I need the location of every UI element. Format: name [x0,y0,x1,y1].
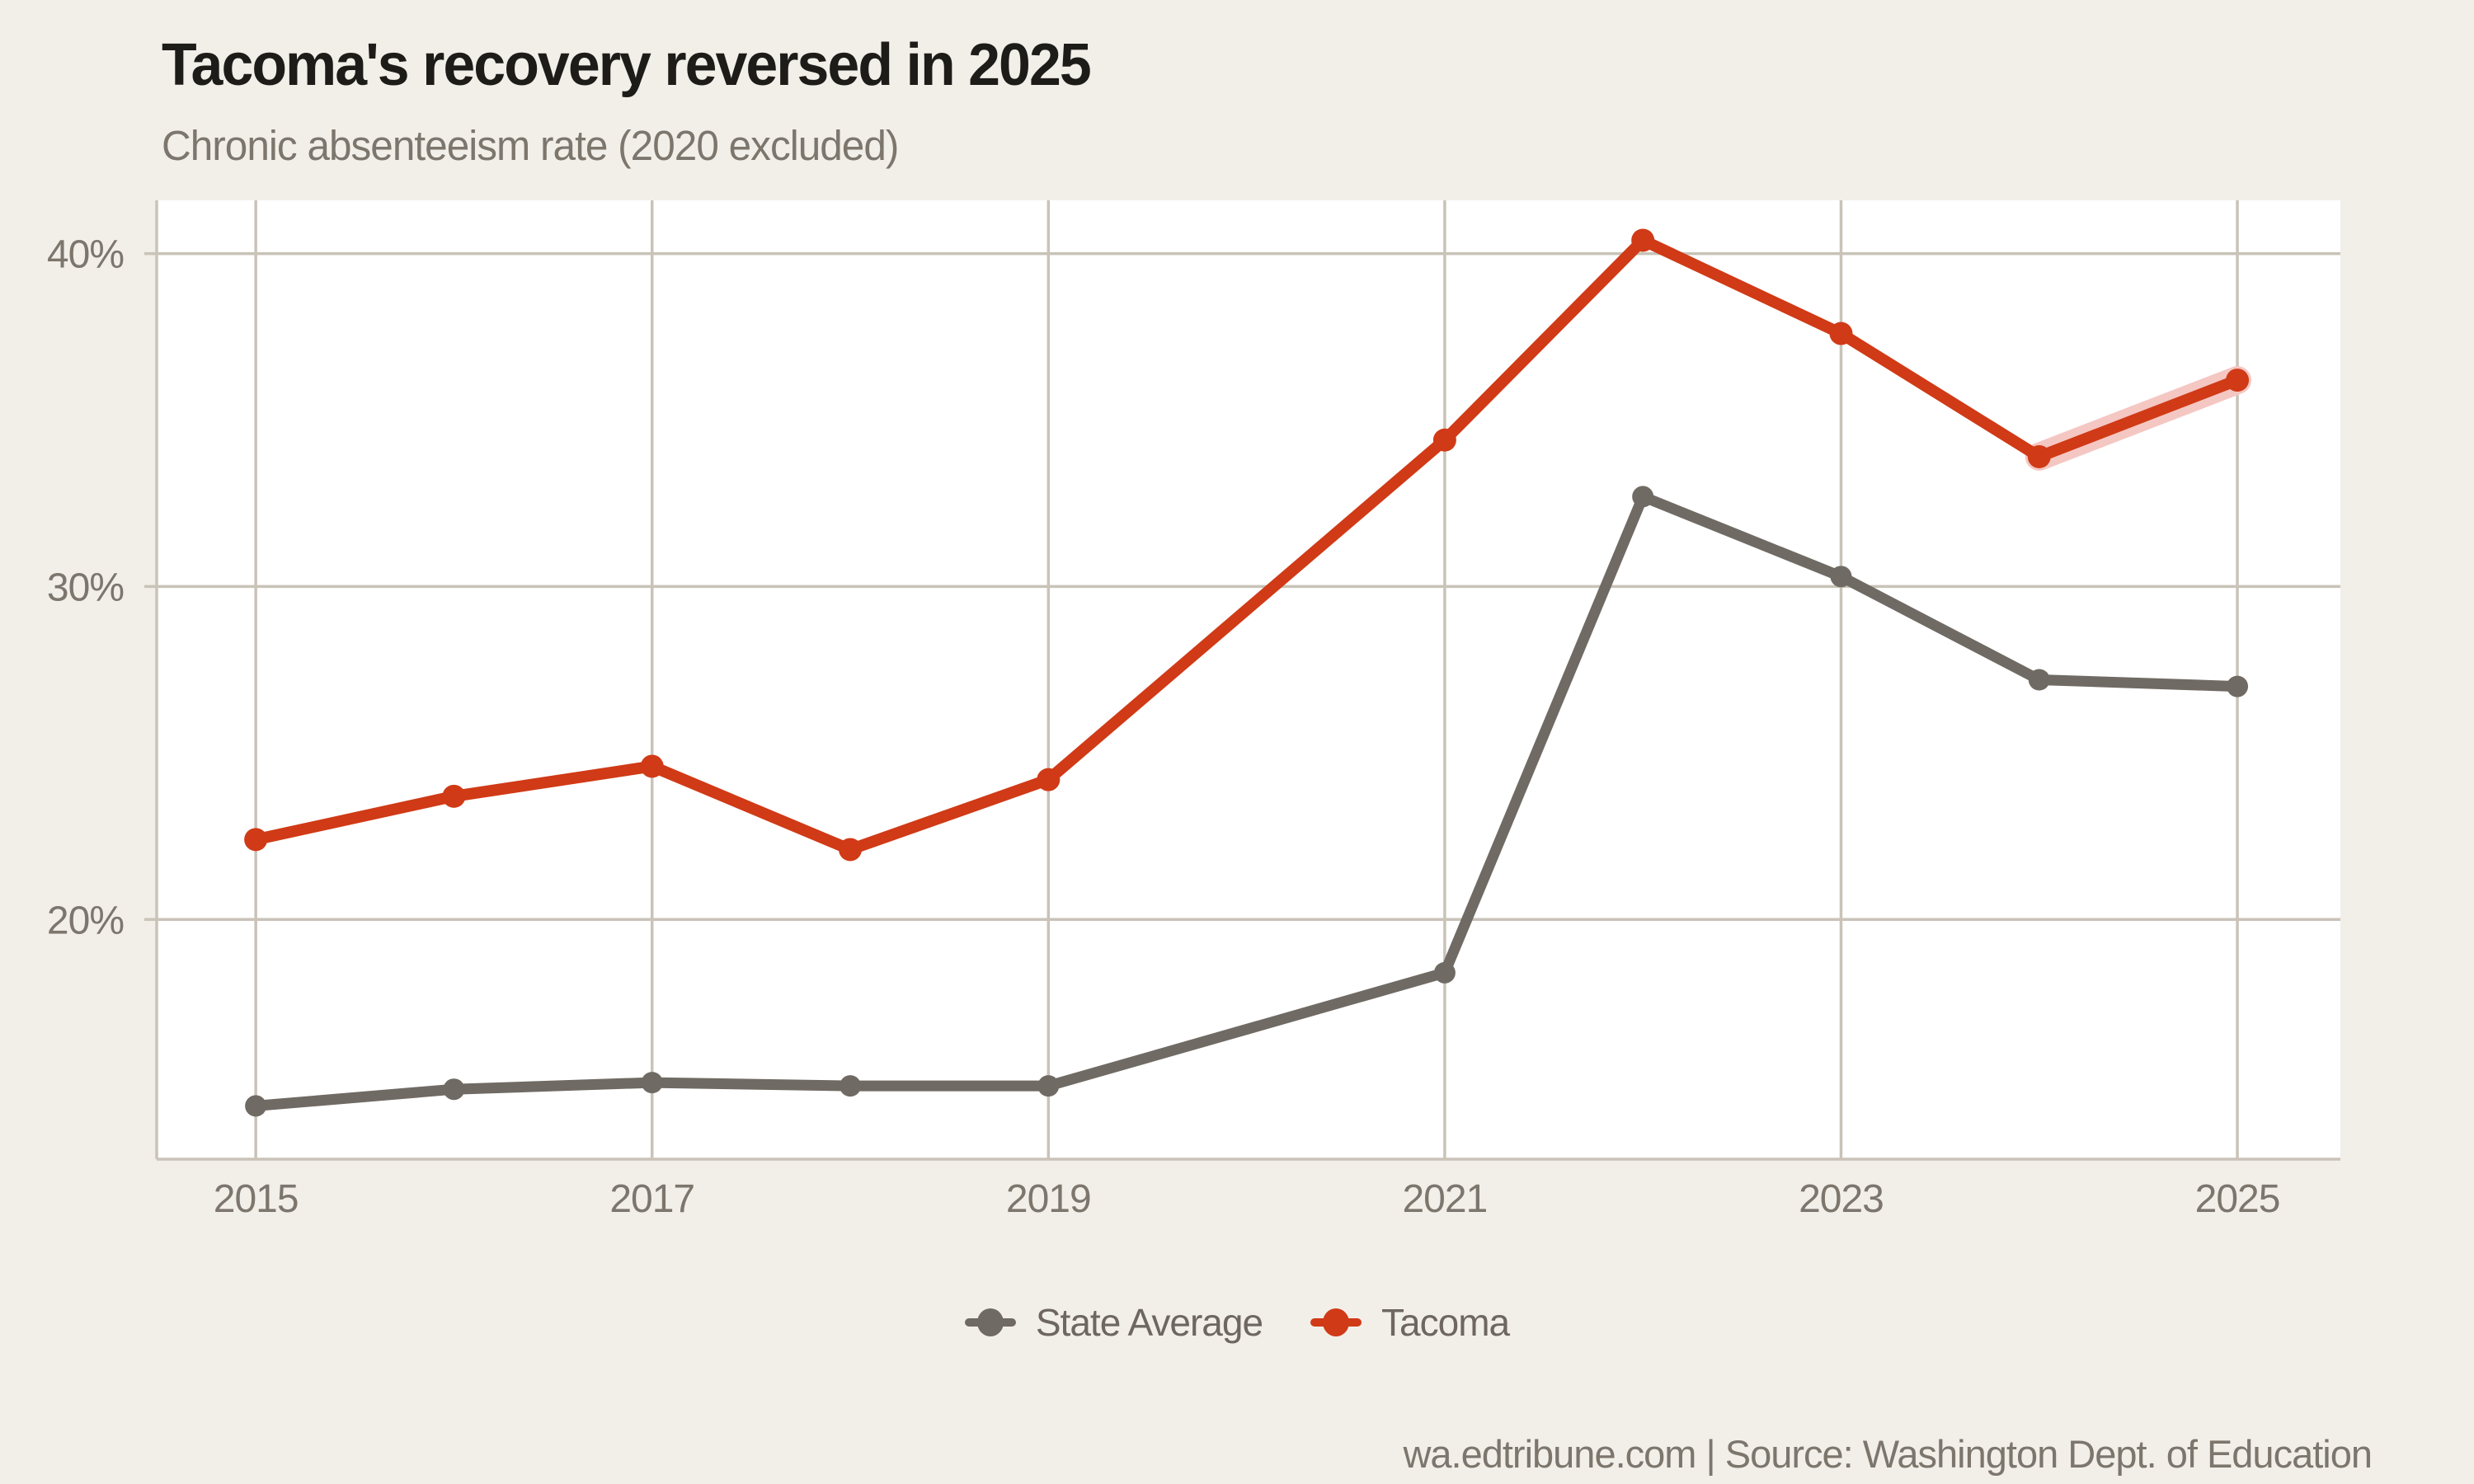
point-state-average-2019 [1037,1075,1060,1097]
legend-item-state-average: State Average [964,1300,1263,1345]
point-state-average-2022 [1632,486,1654,508]
point-tacoma-2023 [1829,322,1853,345]
x-tick-label-2017: 2017 [609,1177,694,1221]
point-state-average-2016 [443,1078,465,1101]
point-state-average-2018 [840,1075,862,1097]
state-average-line-marker-icon [964,1308,1016,1336]
page-subtitle: Chronic absenteeism rate (2020 excluded) [162,122,899,169]
point-state-average-2017 [641,1072,663,1094]
legend: State Average Tacoma [0,1296,2474,1349]
point-tacoma-2025 [2226,369,2250,392]
point-state-average-2021 [1433,961,1456,984]
point-tacoma-2015 [244,828,268,852]
x-tick-label-2023: 2023 [1799,1177,1884,1221]
state-average-dot-icon [976,1308,1004,1336]
legend-label-tacoma: Tacoma [1381,1301,1510,1344]
plot-area [157,200,2340,1159]
point-state-average-2023 [1830,566,1852,588]
point-tacoma-2021 [1432,428,1456,452]
tacoma-line-marker-icon [1310,1308,1362,1336]
x-tick-label-2019: 2019 [1006,1177,1091,1221]
y-tick-label-30: 30% [47,566,124,609]
point-tacoma-2024 [2027,444,2051,468]
series-line-tacoma [250,234,2244,856]
x-tick-label-2021: 2021 [1402,1177,1487,1221]
point-tacoma-2022 [1631,228,1655,252]
point-state-average-2024 [2028,669,2050,691]
point-tacoma-2018 [839,838,863,862]
x-tick-label-2015: 2015 [214,1177,299,1221]
tacoma-dot-icon [1323,1308,1350,1336]
legend-item-tacoma: Tacoma [1310,1300,1510,1345]
x-tick-label-2025: 2025 [2195,1177,2280,1221]
source-attribution: wa.edtribune.com | Source: Washington De… [1403,1432,2373,1476]
point-tacoma-2017 [640,754,664,778]
point-tacoma-2019 [1037,768,1061,791]
legend-label-state-average: State Average [1035,1301,1263,1344]
y-tick-label-20: 20% [47,899,124,942]
point-state-average-2015 [245,1095,267,1117]
y-tick-label-40: 40% [47,233,124,277]
page-title: Tacoma's recovery reversed in 2025 [162,32,1092,98]
point-state-average-2025 [2227,675,2249,697]
series-line-state-average [250,491,2243,1111]
point-tacoma-2016 [442,784,466,808]
